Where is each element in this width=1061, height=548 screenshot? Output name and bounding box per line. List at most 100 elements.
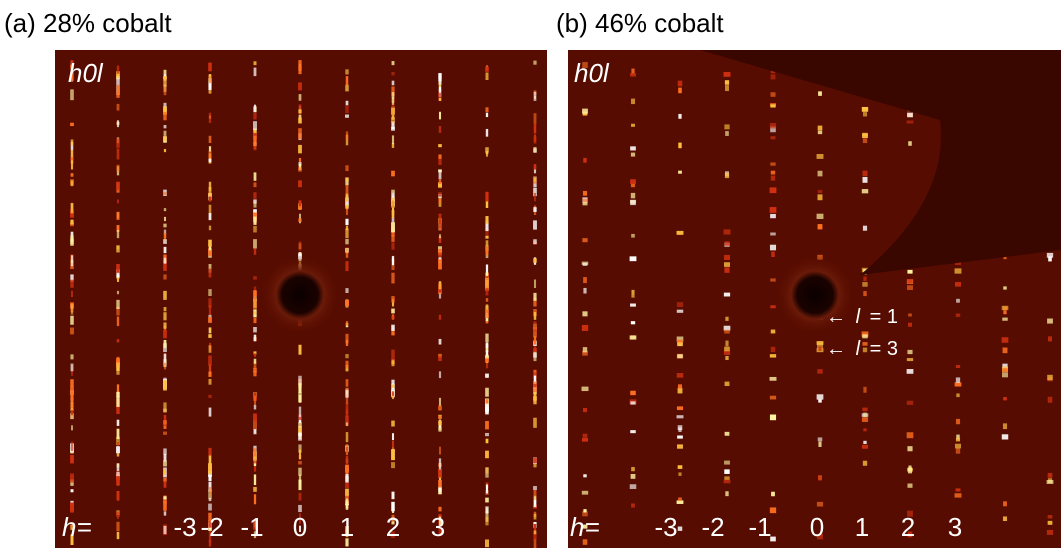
diffraction-spot [438,97,442,101]
diffraction-spot [391,391,395,396]
diffraction-spot [582,511,588,517]
diffraction-spot [438,182,442,188]
diffraction-spot [163,460,167,467]
diffraction-spot [391,61,395,66]
diffraction-spot [116,316,120,327]
diffraction-spot [253,351,257,355]
diffraction-spot [818,346,822,351]
diffraction-spot [391,315,395,320]
panel-b: (b) 46% cobalt h0l h= ← l = 1 ← l = 3 -3… [556,8,1061,548]
diffraction-spot [533,312,537,320]
diffraction-spot [253,419,257,430]
diffraction-spot [391,135,395,145]
diffraction-spot [485,355,489,359]
diffraction-spot [485,220,489,232]
diffraction-spot [298,94,302,101]
diffraction-spot [163,290,167,300]
diffraction-spot [485,421,489,430]
diffraction-spot [163,496,167,500]
diffraction-spot [631,68,635,75]
annotation: ← l = 3 [826,338,898,360]
diffraction-spot [485,240,489,252]
diffraction-spot [391,209,395,216]
diffraction-spot [769,376,777,381]
diffraction-spot [582,202,588,206]
diffraction-spot [724,254,730,260]
diffraction-spot [485,216,489,224]
diffraction-spot [485,264,489,276]
h-index: 0 [810,512,824,542]
h-index: 1 [855,512,869,542]
diffraction-spot [908,141,912,146]
diffraction-spot [391,228,395,237]
diffraction-spot [769,207,777,213]
diffraction-spot [582,198,588,202]
diffraction-spot [253,239,257,249]
diffraction-spot [70,219,74,225]
diffraction-spot [908,465,912,469]
diffraction-spot [907,531,913,538]
diffraction-spot [298,167,302,172]
diffraction-spot [253,298,257,308]
diffraction-spot [582,62,588,68]
diffraction-spot [163,239,167,244]
diffraction-spot [345,76,349,86]
diffraction-spot [70,160,74,170]
diffraction-spot [907,269,913,274]
diffraction-spot [678,87,682,94]
diffraction-spot [163,477,167,482]
diffraction-spot [391,121,395,130]
diffraction-spot [907,112,913,118]
diffraction-spot [438,144,442,148]
diffraction-spot [723,262,731,267]
diffraction-spot [533,538,537,548]
diffraction-spot [208,181,212,191]
diffraction-spot [907,279,913,284]
diffraction-spot [163,246,167,254]
diffraction-spot [345,288,349,294]
diffraction-spot [907,285,913,290]
diffraction-spot [533,486,537,490]
diffraction-spot [163,322,167,329]
diffraction-spot [70,238,74,245]
diffraction-spot [345,525,349,535]
diffraction-spot [253,520,257,529]
diffraction-spot [630,401,636,405]
diffraction-spot [391,242,395,250]
diffraction-spot [70,354,74,360]
diffraction-spot [861,189,869,194]
diffraction-spot [70,473,74,483]
diffraction-spot [391,331,395,336]
diffraction-spot [253,531,257,539]
diffraction-spot [485,250,489,256]
diffraction-spot [253,225,257,233]
diffraction-spot [298,467,302,476]
diffraction-spot [298,525,302,533]
h-index: 2 [386,512,400,542]
diffraction-spot [1048,336,1052,342]
diffraction-spot [769,187,777,194]
diffraction-spot [298,218,302,223]
diffraction-spot [769,414,777,421]
diffraction-spot [485,112,489,118]
diffraction-spot [438,420,442,426]
diffraction-spot [391,349,395,361]
diffraction-spot [1047,515,1053,519]
diffraction-spot [954,382,962,387]
diffraction-spot [533,499,537,508]
diffraction-spot [70,441,74,452]
diffraction-spot [769,507,777,514]
diffraction-spot [208,334,212,338]
diffraction-spot [345,300,349,306]
diffraction-spot [298,460,302,465]
diffraction-spot [630,199,636,206]
diffraction-spot [954,282,962,287]
diffraction-spot [817,224,823,230]
diffraction-spot [678,142,682,149]
diffraction-spot [955,488,961,492]
diffraction-spot [438,397,442,406]
diffraction-spot [485,350,489,357]
beam-stop [260,255,340,335]
diffraction-spot [253,172,257,181]
diffraction-spot [955,438,961,442]
